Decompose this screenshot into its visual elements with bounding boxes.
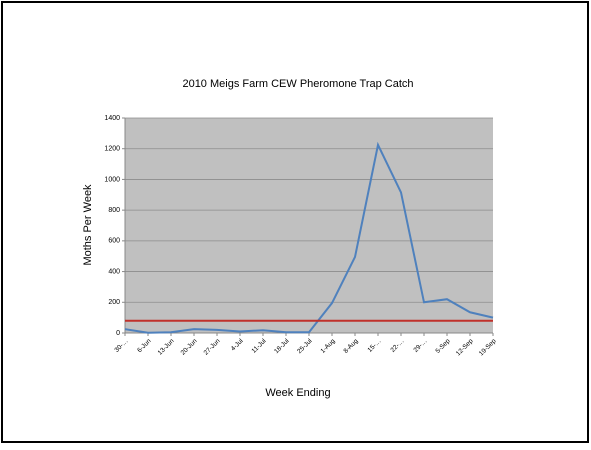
y-tick-label: 800 xyxy=(108,207,120,214)
y-tick-label: 400 xyxy=(108,268,120,275)
y-axis-label: Moths Per Week xyxy=(82,184,94,266)
y-tick-label: 600 xyxy=(108,238,120,245)
x-axis-label: Week Ending xyxy=(265,387,330,399)
y-tick-label: 1000 xyxy=(104,176,120,183)
series-line xyxy=(124,141,494,334)
y-tick-label: 200 xyxy=(108,299,120,306)
y-tick-label: 0 xyxy=(116,330,120,337)
plot-area xyxy=(125,118,493,333)
y-tick-label: 1400 xyxy=(104,115,120,122)
chart-title: 2010 Meigs Farm CEW Pheromone Trap Catch xyxy=(182,78,413,90)
y-tick-label: 1200 xyxy=(104,146,120,153)
